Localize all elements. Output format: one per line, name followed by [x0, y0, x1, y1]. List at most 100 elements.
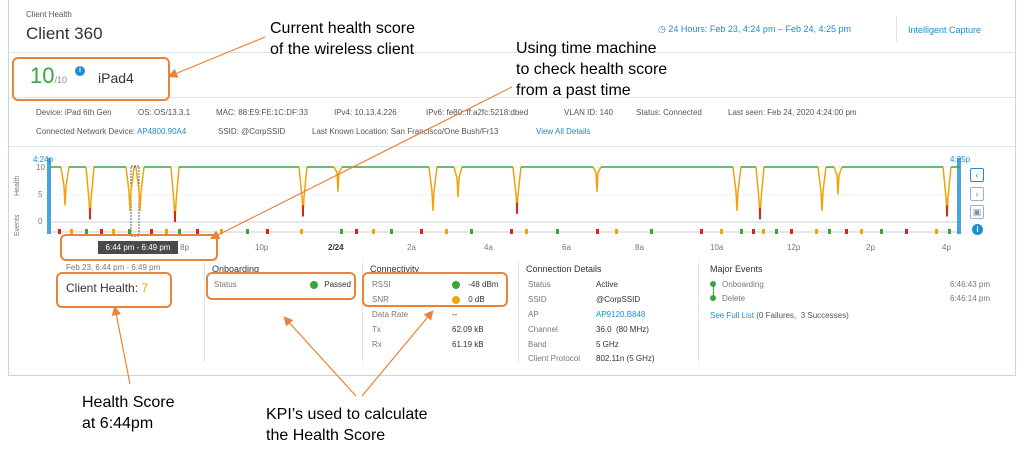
mac-label: MAC: [216, 108, 236, 117]
health-dip [333, 166, 343, 192]
event-marker [845, 229, 848, 234]
event-marker [525, 229, 528, 234]
page-title: Client 360 [26, 24, 103, 43]
conn-ap-link[interactable]: AP9120.B848 [596, 310, 646, 319]
event-marker [420, 229, 423, 234]
event-marker [720, 229, 723, 234]
tx-label: Tx [372, 325, 381, 334]
x-tick-4p: 4p [942, 243, 951, 252]
event-marker [220, 229, 223, 234]
status-detail: Status: Connected [636, 108, 702, 117]
arrow-time-machine [209, 86, 513, 240]
health-score-value: 10 [30, 63, 55, 88]
x-tick-10p: 10p [255, 243, 269, 252]
vlan-detail: VLAN ID: 140 [564, 108, 613, 117]
y-tick-10: 10 [36, 163, 45, 172]
timeline-prev-button[interactable]: ‹ [970, 168, 984, 182]
ipv6-detail: IPv6: fe80::ff:a2fc:5218:dbed [426, 108, 528, 117]
event-marker [112, 229, 115, 234]
see-full-list-link[interactable]: See Full List [710, 311, 755, 320]
network-device-link[interactable]: AP4800.90A4 [136, 127, 187, 136]
arrow-kpi-onboarding [283, 316, 357, 397]
x-tick-6a: 6a [562, 243, 571, 252]
timeline-start-label: 4:24p [33, 155, 54, 164]
event-marker [948, 229, 951, 234]
event-marker [266, 229, 269, 234]
section-divider-1 [204, 262, 205, 362]
timeline-start-marker [47, 158, 51, 234]
event-onboarding-label: Onboarding [722, 280, 764, 289]
y-tick-0: 0 [38, 217, 43, 226]
section-divider-4 [698, 262, 699, 362]
health-dip [135, 166, 145, 212]
annotation-box-connectivity [362, 272, 508, 307]
intelligent-capture-link[interactable]: Intelligent Capture [908, 25, 982, 35]
info-icon[interactable]: i [75, 66, 85, 76]
time-range-selector[interactable]: ◷ 24 Hours: Feb 23, 4:24 pm – Feb 24, 4:… [658, 24, 851, 35]
header-divider [896, 16, 897, 42]
status-value: Connected [663, 108, 702, 117]
x-tick-2a: 2a [407, 243, 416, 252]
event-marker [752, 229, 755, 234]
network-device-detail: Connected Network Device: AP4800.90A4 [36, 127, 186, 136]
event-marker [390, 229, 393, 234]
annotation-current-score-line1: Current health score [270, 20, 415, 37]
device-value: iPad 6th Gen [64, 108, 112, 117]
event-marker [790, 229, 793, 234]
major-events-title: Major Events [710, 264, 763, 274]
rx-value: 61.19 kB [452, 340, 484, 349]
conn-band-label: Band [528, 340, 547, 349]
ssid-detail: SSID: @CorpSSID [218, 127, 285, 136]
last-seen-detail: Last seen: Feb 24, 2020 4:24:00 pm [728, 108, 857, 117]
health-dip [60, 166, 70, 206]
event-marker [880, 229, 883, 234]
vlan-label: VLAN ID: [564, 108, 598, 117]
view-all-details-link[interactable]: View All Details [536, 127, 591, 136]
timeline-next-button[interactable]: › [970, 187, 984, 201]
delete-event-dot-icon [710, 295, 716, 301]
rssi-row: -48 dBm [452, 280, 498, 289]
location-label: Last Known Location: [312, 127, 389, 136]
health-dip [453, 166, 463, 198]
timeline-zoom-button[interactable]: ▣ [970, 205, 984, 219]
timeline-info-icon[interactable]: i [972, 224, 983, 235]
snr-value: 0 dB [468, 295, 485, 304]
annotation-health-at: Health Score at 6:44pm [82, 392, 175, 434]
health-score-max: /10 [54, 75, 67, 85]
health-dip [125, 166, 135, 212]
ipv4-value: 10.13.4.226 [354, 108, 397, 117]
event-marker [935, 229, 938, 234]
event-marker [372, 229, 375, 234]
ssid-label: SSID: [218, 127, 239, 136]
rssi-label: RSSI [372, 280, 391, 289]
arrow-health-at [111, 305, 131, 385]
annotation-health-at-line1: Health Score [82, 394, 175, 411]
event-marker [100, 229, 103, 234]
data-rate-value: -- [452, 310, 458, 319]
client-health-value: 7 [141, 281, 149, 295]
vlan-value: 140 [599, 108, 613, 117]
event-marker [178, 229, 181, 234]
x-tick-8p: 8p [180, 243, 189, 252]
conn-status-label: Status [528, 280, 551, 289]
rx-label: Rx [372, 340, 382, 349]
annotation-kpis-line2: the Health Score [266, 427, 386, 444]
annotation-health-at-line2: at 6:44pm [82, 415, 154, 432]
conn-status-value: Active [596, 280, 618, 289]
timeline-end-marker [957, 158, 961, 234]
data-rate-label: Data Rate [372, 310, 409, 319]
x-tick-12p: 12p [787, 243, 801, 252]
y-tick-5: 5 [38, 190, 43, 199]
event-marker [815, 229, 818, 234]
connection-details-title: Connection Details [526, 264, 602, 274]
onboarding-status: Passed [310, 280, 351, 289]
event-marker [556, 229, 559, 234]
health-timeline-chart[interactable] [0, 0, 1024, 260]
event-marker [355, 229, 358, 234]
connectivity-title: Connectivity [370, 264, 420, 274]
annotation-box-onboarding [206, 272, 356, 300]
event-marker [196, 229, 199, 234]
selected-range-tooltip: 6:44 pm - 6:49 pm [98, 241, 178, 254]
event-marker [828, 229, 831, 234]
